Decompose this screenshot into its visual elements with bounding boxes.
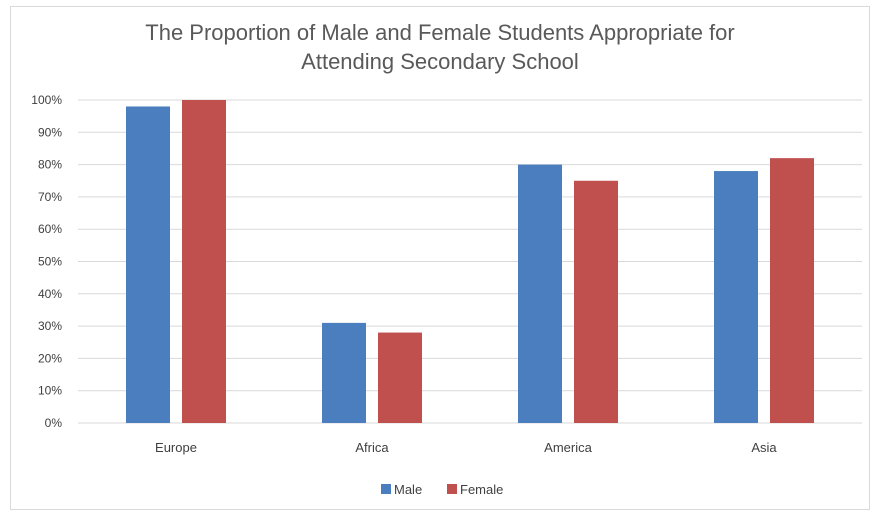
bar-female-europe: [182, 100, 226, 423]
y-tick-label: 70%: [38, 190, 62, 204]
y-tick-label: 10%: [38, 384, 62, 398]
y-tick-label: 20%: [38, 351, 62, 365]
bar-female-africa: [378, 332, 422, 423]
legend-label-female: Female: [460, 482, 503, 497]
x-category-label: Africa: [355, 440, 389, 455]
y-tick-label: 100%: [31, 93, 62, 107]
bar-male-africa: [322, 322, 366, 423]
bar-male-asia: [714, 171, 758, 423]
bar-male-america: [518, 164, 562, 423]
y-tick-label: 50%: [38, 255, 62, 269]
chart-title-line-1: The Proportion of Male and Female Studen…: [145, 20, 735, 45]
x-category-label: Europe: [155, 440, 197, 455]
bar-male-europe: [126, 106, 170, 424]
legend-swatch-female: [447, 484, 457, 494]
y-tick-label: 90%: [38, 125, 62, 139]
x-category-label: America: [544, 440, 592, 455]
chart-title: The Proportion of Male and Female Studen…: [10, 18, 870, 76]
bar-female-asia: [770, 158, 814, 423]
y-tick-label: 40%: [38, 287, 62, 301]
bar-female-america: [574, 180, 618, 423]
y-tick-label: 0%: [45, 416, 63, 430]
y-tick-label: 60%: [38, 222, 62, 236]
y-tick-label: 30%: [38, 319, 62, 333]
legend-swatch-male: [381, 484, 391, 494]
x-category-label: Asia: [751, 440, 777, 455]
chart-title-line-2: Attending Secondary School: [301, 49, 579, 74]
legend-label-male: Male: [394, 482, 422, 497]
y-tick-label: 80%: [38, 158, 62, 172]
